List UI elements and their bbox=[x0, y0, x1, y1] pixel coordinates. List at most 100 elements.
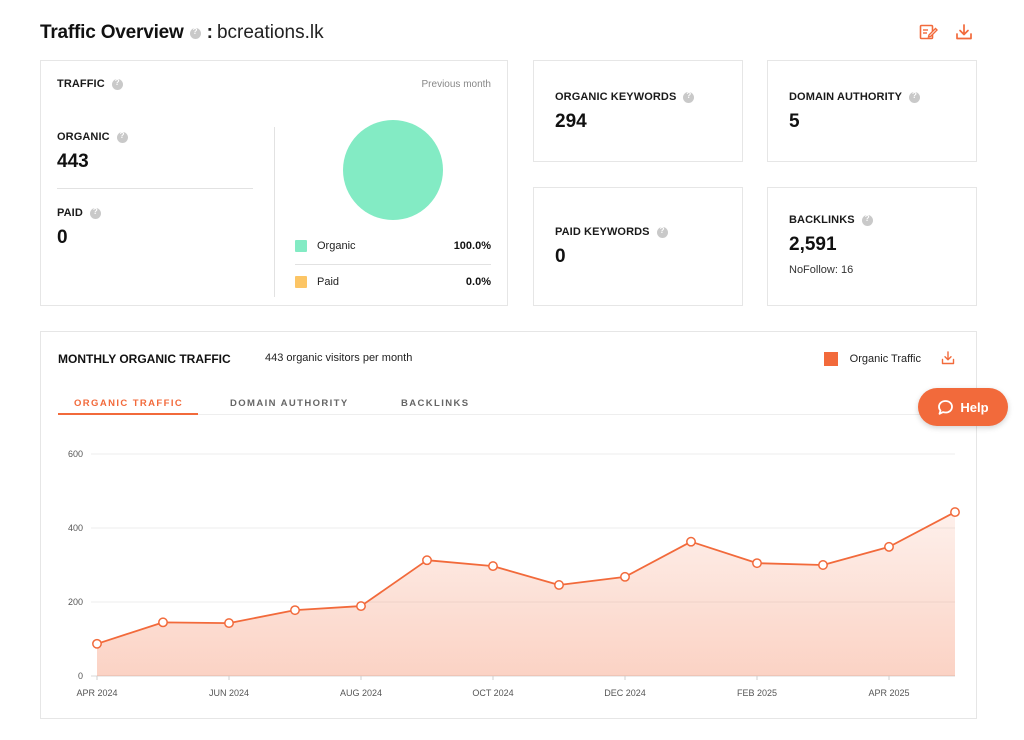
data-point bbox=[620, 571, 630, 582]
x-tick-label: AUG 2024 bbox=[340, 688, 382, 698]
divider bbox=[274, 127, 275, 297]
paid-block: PAID 0 bbox=[57, 207, 107, 249]
edit-report-icon[interactable] bbox=[918, 22, 938, 42]
info-icon[interactable] bbox=[189, 27, 201, 39]
page-title: Traffic Overview bbox=[40, 22, 184, 43]
active-tab-indicator bbox=[58, 413, 198, 415]
backlinks-value: 2,591 bbox=[789, 234, 837, 255]
data-point bbox=[224, 618, 234, 629]
legend-value: 100.0% bbox=[453, 240, 491, 252]
nofollow-count: NoFollow: 16 bbox=[789, 264, 854, 276]
info-icon[interactable] bbox=[909, 91, 921, 103]
y-tick-label: 200 bbox=[68, 597, 83, 607]
info-icon[interactable] bbox=[111, 78, 123, 90]
paid-label: PAID bbox=[57, 207, 107, 219]
info-icon[interactable] bbox=[683, 91, 695, 103]
paid-swatch bbox=[295, 276, 307, 288]
paid-keywords-value: 0 bbox=[555, 246, 566, 267]
chat-bubble-icon bbox=[938, 399, 954, 415]
period-label: Previous month bbox=[421, 79, 491, 90]
backlinks-card: BACKLINKS 2,591 NoFollow: 16 bbox=[767, 187, 977, 306]
x-tick-label: DEC 2024 bbox=[604, 688, 646, 698]
x-tick-label: OCT 2024 bbox=[472, 688, 513, 698]
legend-value: 0.0% bbox=[465, 276, 491, 288]
title-separator: : bbox=[206, 22, 213, 43]
data-point bbox=[752, 558, 762, 569]
paid-keywords-card: PAID KEYWORDS 0 bbox=[533, 187, 743, 306]
header-actions bbox=[918, 22, 974, 42]
organic-keywords-label: ORGANIC KEYWORDS bbox=[555, 91, 700, 103]
info-icon[interactable] bbox=[656, 226, 668, 238]
data-point bbox=[290, 605, 300, 616]
organic-swatch bbox=[295, 240, 307, 252]
backlinks-label-text: BACKLINKS bbox=[789, 214, 855, 226]
data-point bbox=[158, 617, 168, 628]
chart-legend-label: Organic Traffic bbox=[849, 353, 921, 365]
chart-tabs: ORGANIC TRAFFIC DOMAIN AUTHORITY BACKLIN… bbox=[58, 395, 956, 415]
traffic-pie-chart bbox=[343, 120, 443, 220]
download-icon[interactable] bbox=[954, 22, 974, 42]
monthly-subtitle: 443 organic visitors per month bbox=[265, 352, 413, 364]
divider bbox=[295, 264, 491, 265]
backlinks-label: BACKLINKS bbox=[789, 214, 879, 226]
traffic-label: TRAFFIC bbox=[57, 78, 129, 90]
y-tick-label: 0 bbox=[78, 671, 83, 681]
organic-keywords-value: 294 bbox=[555, 111, 587, 132]
data-point bbox=[950, 507, 960, 518]
domain-authority-label-text: DOMAIN AUTHORITY bbox=[789, 91, 903, 103]
backlinks-content: BACKLINKS 2,591 NoFollow: 16 bbox=[789, 214, 879, 276]
x-tick-label: APR 2025 bbox=[868, 688, 909, 698]
page-header: Traffic Overview : bcreations.lk bbox=[40, 18, 324, 48]
data-point bbox=[554, 580, 564, 590]
y-tick-label: 400 bbox=[68, 523, 83, 533]
data-point bbox=[422, 555, 432, 566]
domain-name: bcreations.lk bbox=[216, 22, 324, 43]
domain-authority-card: DOMAIN AUTHORITY 5 bbox=[767, 60, 977, 162]
info-icon[interactable] bbox=[89, 207, 101, 219]
organic-label-text: ORGANIC bbox=[57, 131, 110, 143]
organic-traffic-swatch bbox=[823, 352, 838, 366]
organic-keywords-label-text: ORGANIC KEYWORDS bbox=[555, 91, 677, 103]
organic-block: ORGANIC 443 bbox=[57, 131, 134, 173]
series-line bbox=[96, 511, 956, 645]
data-point bbox=[884, 541, 894, 552]
legend-name: Paid bbox=[317, 276, 340, 288]
legend-item-paid: Paid 0.0% bbox=[295, 273, 491, 291]
monthly-title: MONTHLY ORGANIC TRAFFIC bbox=[58, 352, 231, 366]
monthly-traffic-chart: 0 200 400 600 APR 2024 JUN 2024 AUG 2024 OCT 20… bbox=[68, 449, 960, 698]
traffic-label-text: TRAFFIC bbox=[57, 78, 105, 90]
legend-name: Organic bbox=[317, 240, 356, 252]
data-point bbox=[92, 638, 102, 649]
legend-item-organic: Organic 100.0% bbox=[295, 237, 491, 255]
info-icon[interactable] bbox=[116, 131, 128, 143]
paid-label-text: PAID bbox=[57, 207, 83, 219]
help-label: Help bbox=[960, 399, 989, 415]
organic-keywords-content: ORGANIC KEYWORDS 294 bbox=[555, 91, 700, 133]
x-tick-label: FEB 2025 bbox=[737, 688, 777, 698]
paid-keywords-content: PAID KEYWORDS 0 bbox=[555, 226, 674, 268]
data-point bbox=[686, 536, 696, 547]
divider bbox=[57, 188, 253, 189]
data-point bbox=[818, 560, 828, 570]
x-tick-label: APR 2024 bbox=[76, 688, 117, 698]
paid-keywords-label-text: PAID KEYWORDS bbox=[555, 226, 650, 238]
tab-domain-authority[interactable]: DOMAIN AUTHORITY bbox=[230, 398, 349, 409]
domain-authority-label: DOMAIN AUTHORITY bbox=[789, 91, 926, 103]
traffic-card: TRAFFIC Previous month ORGANIC 443 PAID … bbox=[40, 60, 508, 306]
organic-keywords-card: ORGANIC KEYWORDS 294 bbox=[533, 60, 743, 162]
data-point bbox=[356, 601, 366, 612]
x-tick-label: JUN 2024 bbox=[209, 688, 249, 698]
organic-value: 443 bbox=[57, 151, 89, 172]
organic-label: ORGANIC bbox=[57, 131, 134, 143]
domain-authority-content: DOMAIN AUTHORITY 5 bbox=[789, 91, 926, 133]
tab-organic-traffic[interactable]: ORGANIC TRAFFIC bbox=[74, 398, 184, 409]
paid-keywords-label: PAID KEYWORDS bbox=[555, 226, 674, 238]
info-icon[interactable] bbox=[861, 214, 873, 226]
tab-backlinks[interactable]: BACKLINKS bbox=[401, 398, 470, 409]
y-tick-label: 600 bbox=[68, 449, 83, 459]
help-button[interactable]: Help bbox=[918, 388, 1008, 426]
paid-value: 0 bbox=[57, 227, 68, 248]
area-fill bbox=[97, 512, 955, 676]
monthly-traffic-card: MONTHLY ORGANIC TRAFFIC 443 organic visi… bbox=[40, 331, 977, 719]
download-icon[interactable] bbox=[940, 350, 956, 366]
